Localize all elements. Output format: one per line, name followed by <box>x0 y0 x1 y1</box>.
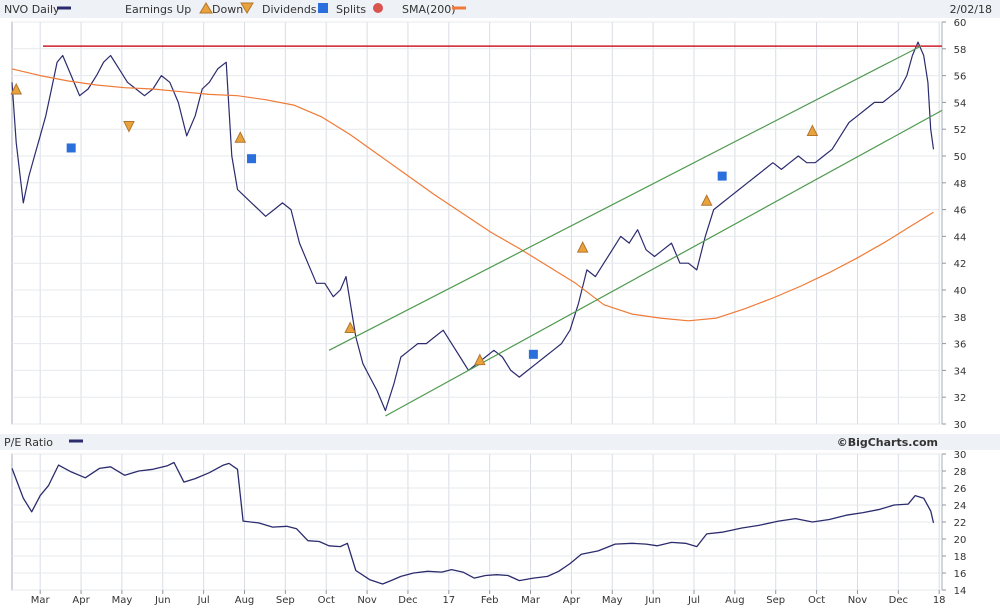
price-ytick-label: 48 <box>954 179 967 190</box>
price-ytick-label: 42 <box>954 259 967 270</box>
price-markers-layer <box>10 82 819 366</box>
x-tick-label: Sep <box>766 595 785 606</box>
x-tick-label: Oct <box>808 595 825 606</box>
x-tick-label: May <box>602 595 623 606</box>
dividend-marker <box>66 143 76 153</box>
x-tick-label: 18 <box>933 595 946 606</box>
x-tick-label: 17 <box>442 595 455 606</box>
dividend-marker <box>247 154 257 164</box>
pe-y-axis: 14 16 18 20 22 24 26 28 30 <box>942 450 966 597</box>
credit-label: ©BigCharts.com <box>837 436 938 449</box>
earnings-up-marker <box>234 131 247 143</box>
price-grid <box>12 21 942 425</box>
pe-ytick-label: 20 <box>954 535 967 546</box>
price-panel-title: NVO Daily <box>4 3 60 16</box>
earnings-down-icon <box>240 2 254 14</box>
price-ytick-label: 52 <box>954 125 967 136</box>
legend-sma-label: SMA(200) <box>402 3 456 16</box>
x-tick-label: Aug <box>725 595 745 606</box>
price-ytick-label: 38 <box>954 313 967 324</box>
price-y-axis: 30 32 34 36 38 40 42 44 46 48 50 52 54 56 58 60 <box>942 18 966 431</box>
pe-ytick-label: 14 <box>954 586 967 597</box>
earnings-up-icon <box>199 2 213 14</box>
legend-down-label: Down <box>212 3 243 16</box>
x-tick-label: Nov <box>848 595 868 606</box>
price-ytick-label: 40 <box>954 286 967 297</box>
series-channel-upper <box>328 45 922 351</box>
price-ytick-label: 56 <box>954 72 967 83</box>
earnings-up-marker <box>474 353 486 366</box>
legend-splits-label: Splits <box>336 3 366 16</box>
pe-ytick-label: 24 <box>954 501 967 512</box>
x-tick-label: Nov <box>357 595 377 606</box>
price-ytick-label: 50 <box>954 152 967 163</box>
series-sma-200- <box>11 68 934 322</box>
price-ytick-label: 34 <box>954 366 967 377</box>
x-tick-label: Jul <box>197 595 210 606</box>
x-axis: Mar Apr May Jun Jul Aug Sep Oct Nov Dec 17 Feb Mar Ap… <box>31 590 946 606</box>
series-nvo-daily <box>11 41 935 412</box>
price-panel-header: NVO Daily Earnings Up Down Dividends Spl… <box>0 0 1000 18</box>
pe-ytick-label: 26 <box>954 484 967 495</box>
earnings-up-marker <box>576 241 589 253</box>
pe-ytick-label: 22 <box>954 518 967 529</box>
x-tick-label: Mar <box>31 595 51 606</box>
pe-grid <box>12 453 942 591</box>
dividend-marker <box>717 171 727 181</box>
x-tick-label: Jul <box>687 595 700 606</box>
pe-ytick-label: 30 <box>954 450 967 461</box>
pe-panel: 14 16 18 20 22 24 26 28 30 <box>11 450 966 597</box>
pe-ytick-label: 28 <box>954 467 967 478</box>
split-icon <box>373 3 383 13</box>
pe-panel-header: P/E Ratio ©BigCharts.com <box>0 434 1000 450</box>
x-tick-label: Apr <box>563 595 581 606</box>
price-ytick-label: 60 <box>954 18 967 29</box>
chart-date-label: 2/02/18 <box>950 3 992 16</box>
legend-earnings-up-label: Earnings Up <box>125 3 191 16</box>
dividend-icon <box>318 3 328 13</box>
price-ytick-label: 54 <box>954 98 967 109</box>
x-tick-label: Sep <box>276 595 295 606</box>
x-tick-label: May <box>112 595 133 606</box>
dividend-marker <box>528 349 538 359</box>
price-ytick-label: 30 <box>954 420 967 431</box>
series-pe-ratio <box>11 461 935 585</box>
pe-series-layer <box>11 461 935 585</box>
x-tick-label: Jun <box>154 595 171 606</box>
earnings-up-marker <box>10 82 23 95</box>
price-ytick-label: 58 <box>954 45 967 56</box>
pe-panel-title: P/E Ratio <box>4 436 53 449</box>
x-tick-label: Dec <box>398 595 417 606</box>
x-tick-label: Jun <box>644 595 661 606</box>
price-ytick-label: 44 <box>954 232 967 243</box>
price-ytick-label: 36 <box>954 340 967 351</box>
x-tick-label: Mar <box>521 595 541 606</box>
x-tick-label: Feb <box>481 595 499 606</box>
pe-ytick-label: 18 <box>954 552 967 563</box>
earnings-up-marker <box>700 194 713 206</box>
legend-dividends-label: Dividends <box>262 3 317 16</box>
pe-ytick-label: 16 <box>954 569 967 580</box>
earnings-up-marker <box>806 124 819 137</box>
price-series-layer <box>11 41 943 417</box>
price-panel: 30 32 34 36 38 40 42 44 46 48 50 52 54 56 58 60 <box>10 18 966 431</box>
x-tick-label: Apr <box>72 595 90 606</box>
x-tick-label: Dec <box>889 595 908 606</box>
x-tick-label: Aug <box>235 595 255 606</box>
price-ytick-label: 46 <box>954 206 967 217</box>
price-ytick-label: 32 <box>954 393 967 404</box>
earnings-up-marker <box>344 321 356 334</box>
earnings-down-marker <box>123 121 135 133</box>
x-tick-label: Oct <box>318 595 335 606</box>
